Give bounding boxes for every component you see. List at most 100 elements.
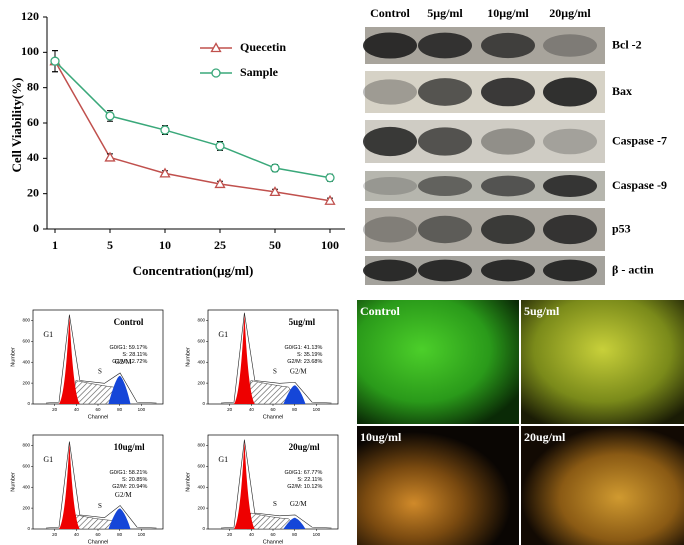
blot-column-label: 10μg/ml bbox=[487, 6, 529, 20]
flow-stat: G2/M: 20.94% bbox=[112, 484, 147, 490]
flow-panel-title: 10ug/ml bbox=[114, 442, 146, 452]
blot-row-label: Caspase -7 bbox=[612, 133, 667, 147]
flow-panel-title: 20ug/ml bbox=[289, 442, 321, 452]
blot-band bbox=[481, 77, 535, 107]
blot-row-label: Bax bbox=[612, 84, 632, 98]
blot-band bbox=[418, 175, 472, 197]
flow-stat: G0/G1: 58.21% bbox=[109, 470, 147, 476]
flow-y-label: Number bbox=[10, 347, 16, 367]
legend-marker bbox=[211, 68, 221, 78]
y-tick-label: 0 bbox=[33, 221, 39, 235]
flow-y-tick-label: 200 bbox=[197, 505, 205, 510]
marker bbox=[324, 194, 336, 205]
flow-panel-title: 5ug/ml bbox=[289, 317, 316, 327]
peak-label: S bbox=[273, 500, 277, 508]
flow-y-tick-label: 400 bbox=[197, 484, 205, 489]
peak-label: G2/M bbox=[290, 368, 308, 376]
flow-stat: S: 20.85% bbox=[122, 477, 147, 483]
flow-y-tick-label: 600 bbox=[197, 464, 205, 469]
flow-x-tick-label: 20 bbox=[227, 532, 233, 537]
flow-x-tick-label: 20 bbox=[227, 407, 233, 412]
flow-x-tick-label: 80 bbox=[117, 532, 123, 537]
flow-x-label: Channel bbox=[263, 539, 284, 545]
blot-band bbox=[481, 175, 535, 197]
y-tick-label: 100 bbox=[21, 44, 39, 58]
micrograph-label: Control bbox=[360, 304, 400, 318]
flow-y-tick-label: 800 bbox=[197, 443, 205, 448]
g1-peak bbox=[59, 314, 80, 404]
flow-x-tick-label: 100 bbox=[138, 532, 146, 537]
blot-band bbox=[418, 215, 472, 244]
flow-y-tick-label: 0 bbox=[202, 401, 205, 406]
blot-band bbox=[543, 259, 597, 282]
flow-y-tick-label: 600 bbox=[22, 339, 30, 344]
peak-label: S bbox=[273, 368, 277, 376]
blot-band bbox=[363, 259, 417, 282]
y-tick-label: 60 bbox=[27, 115, 39, 129]
blot-row-label: p53 bbox=[612, 221, 631, 235]
flow-x-tick-label: 80 bbox=[292, 532, 298, 537]
marker bbox=[270, 163, 280, 173]
flow-x-tick-label: 40 bbox=[74, 532, 80, 537]
peak-label: G2/M bbox=[115, 358, 132, 366]
peak-label: G1 bbox=[218, 330, 228, 339]
flow-y-tick-label: 200 bbox=[22, 505, 30, 510]
blot-band bbox=[418, 78, 472, 106]
flow-stat: S: 22.11% bbox=[297, 477, 322, 483]
peak-label: G1 bbox=[218, 455, 228, 464]
flow-panel-title: Control bbox=[114, 317, 144, 327]
blot-column-label: 20μg/ml bbox=[549, 6, 591, 20]
y-tick-label: 120 bbox=[21, 9, 39, 23]
blot-band bbox=[418, 259, 472, 282]
flow-x-tick-label: 40 bbox=[74, 407, 80, 412]
histogram-outline bbox=[45, 441, 157, 529]
flow-x-tick-label: 60 bbox=[95, 407, 101, 412]
marker bbox=[214, 178, 226, 189]
flow-y-tick-label: 200 bbox=[197, 380, 205, 385]
flow-frame bbox=[32, 434, 164, 530]
blot-band bbox=[363, 32, 417, 59]
micrograph bbox=[521, 300, 684, 424]
flow-stat: G0/G1: 59.17% bbox=[109, 345, 147, 351]
histogram-outline bbox=[220, 312, 332, 404]
flow-x-tick-label: 100 bbox=[313, 532, 321, 537]
flow-y-tick-label: 600 bbox=[197, 339, 205, 344]
flow-y-tick-label: 0 bbox=[27, 526, 30, 531]
flow-y-tick-label: 200 bbox=[22, 380, 30, 385]
flow-x-tick-label: 80 bbox=[117, 407, 123, 412]
peak-label: S bbox=[98, 502, 102, 510]
blot-band bbox=[543, 128, 597, 155]
x-tick-label: 25 bbox=[214, 238, 226, 252]
micrograph-label: 20ug/ml bbox=[524, 430, 566, 444]
blot-band bbox=[543, 214, 597, 245]
flow-y-tick-label: 400 bbox=[197, 359, 205, 364]
blot-band bbox=[543, 175, 597, 197]
marker bbox=[325, 173, 335, 183]
marker bbox=[269, 186, 281, 197]
flow-x-tick-label: 100 bbox=[138, 407, 146, 412]
flow-x-tick-label: 20 bbox=[52, 532, 58, 537]
series-line bbox=[54, 60, 331, 179]
g1-peak bbox=[59, 441, 80, 529]
g1-peak bbox=[234, 439, 255, 529]
flow-y-tick-label: 800 bbox=[22, 443, 30, 448]
series-line bbox=[54, 60, 331, 202]
blot-band bbox=[481, 128, 535, 155]
marker bbox=[50, 56, 60, 66]
blot-band bbox=[481, 32, 535, 59]
blot-band bbox=[481, 215, 535, 244]
flow-frame bbox=[207, 434, 339, 530]
marker bbox=[159, 167, 171, 178]
flow-y-tick-label: 0 bbox=[202, 526, 205, 531]
flow-y-label: Number bbox=[185, 347, 191, 367]
x-tick-label: 10 bbox=[159, 238, 171, 252]
y-axis-label: Cell Viability(%) bbox=[9, 78, 24, 173]
blot-band bbox=[418, 127, 472, 156]
flow-x-tick-label: 60 bbox=[95, 532, 101, 537]
marker bbox=[104, 151, 116, 162]
blot-band bbox=[363, 216, 417, 243]
flow-x-tick-label: 40 bbox=[249, 532, 255, 537]
flow-y-tick-label: 600 bbox=[22, 464, 30, 469]
